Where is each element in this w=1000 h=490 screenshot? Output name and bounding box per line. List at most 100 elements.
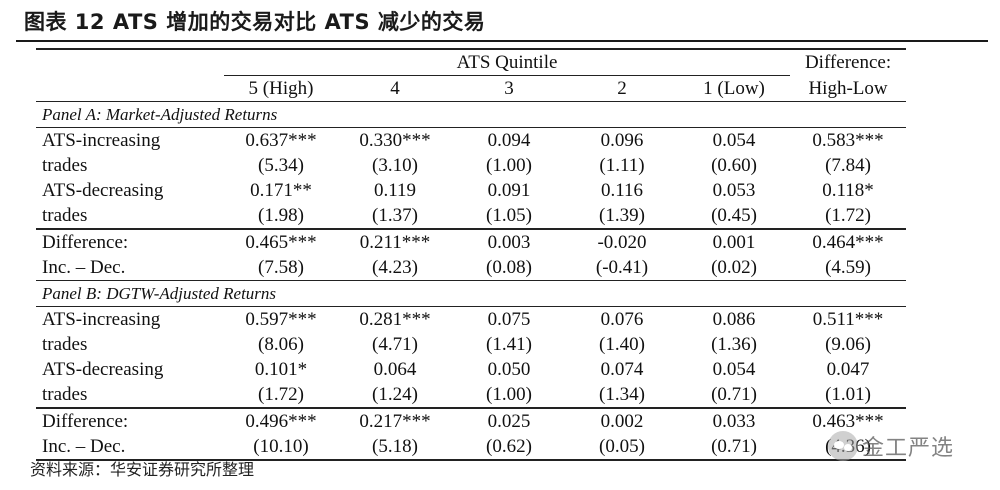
table-cell: (0.45)	[711, 205, 757, 226]
table-cell: -0.020	[566, 228, 678, 255]
table-cell: 0.054	[712, 130, 756, 151]
source-note: 资料来源：华安证券研究所整理	[30, 460, 255, 479]
panel-label-row: Panel A: Market-Adjusted Returns	[36, 101, 907, 128]
table-row: trades (1.72) (1.24) (1.00) (1.34) (0.71) (1.0…	[36, 382, 906, 408]
table-cell: (4.71)	[372, 334, 418, 355]
panel-label: Panel B: DGTW-Adjusted Returns	[36, 280, 907, 307]
table-cell: (3.10)	[372, 155, 418, 176]
table-row: Difference: 0.465*** 0.211*** 0.003 -0.020 0.…	[36, 228, 907, 255]
difference-header: Difference:	[790, 48, 907, 76]
row-label: trades	[42, 334, 88, 355]
table-cell: (0.02)	[678, 255, 791, 281]
row-label: ATS-decreasing	[42, 180, 164, 201]
row-label: Difference:	[36, 407, 224, 434]
table-cell: (0.71)	[711, 384, 757, 405]
table-cell: 0.074	[600, 359, 644, 380]
row-label: ATS-decreasing	[42, 359, 164, 380]
table-cell: (1.36)	[711, 334, 757, 355]
table-cell: (1.11)	[599, 155, 645, 176]
table-cell: (5.34)	[258, 155, 304, 176]
table-cell: (1.24)	[372, 384, 418, 405]
figure-title: 图表 12 ATS 增加的交易对比 ATS 减少的交易	[24, 10, 486, 34]
table-cell: 0.211***	[338, 228, 452, 255]
table-cell: 0.054	[712, 359, 756, 380]
table-cell: (10.10)	[224, 434, 338, 461]
table-cell: 0.464***	[790, 228, 907, 255]
table-cell: 0.094	[487, 130, 531, 151]
table-cell: 0.116	[600, 180, 644, 201]
table-cell: 0.064	[373, 359, 417, 380]
table-cell: 0.001	[678, 228, 791, 255]
table-cell: 0.217***	[338, 407, 452, 434]
table-cell: 0.119	[373, 180, 417, 201]
high-low-header: High-Low	[790, 75, 907, 102]
panel-label-row: Panel B: DGTW-Adjusted Returns	[36, 280, 907, 307]
table-cell: (1.72)	[825, 205, 871, 226]
table-cell: 0.096	[600, 130, 644, 151]
table-cell: 0.002	[566, 407, 678, 434]
table-cell: 0.583***	[812, 130, 884, 151]
table-cell: 0.033	[678, 407, 791, 434]
table-row: Difference: 0.496*** 0.217*** 0.025 0.002 0.0…	[36, 407, 907, 434]
table-cell: 0.075	[487, 309, 531, 330]
table-row: trades (1.98) (1.37) (1.05) (1.39) (0.45) (1.7…	[36, 203, 906, 229]
table-cell: (0.08)	[452, 255, 566, 281]
panel-label: Panel A: Market-Adjusted Returns	[36, 101, 907, 128]
row-label: trades	[42, 384, 88, 405]
table-cell: (0.62)	[452, 434, 566, 461]
quintile-header-3: 3	[452, 75, 566, 102]
table-cell: 0.463***	[790, 407, 907, 434]
quintile-header-5: 5 (High)	[224, 75, 338, 102]
table-cell: 0.496***	[224, 407, 338, 434]
table-cell: (7.84)	[825, 155, 871, 176]
table-cell: (1.01)	[825, 384, 871, 405]
table-cell: (1.05)	[486, 205, 532, 226]
table-cell: 0.047	[826, 359, 870, 380]
table-cell: 0.511***	[812, 309, 884, 330]
table-cell: 0.118*	[822, 180, 874, 201]
ats-quintile-table: ATS Quintile Difference: 5 (High) 4 3 2 …	[36, 48, 907, 461]
row-label: Inc. – Dec.	[36, 255, 224, 281]
table-row: ATS-decreasing 0.101* 0.064 0.050 0.074 0.054…	[36, 357, 906, 382]
table-row: ATS-decreasing 0.171** 0.119 0.091 0.116 0.05…	[36, 178, 906, 203]
header-row-2: 5 (High) 4 3 2 1 (Low) High-Low	[36, 75, 907, 102]
table-cell: 0.597***	[245, 309, 317, 330]
table-cell: 0.091	[487, 180, 531, 201]
table-cell: 0.101*	[254, 359, 308, 380]
quintile-header-4: 4	[338, 75, 452, 102]
table-cell: (1.00)	[486, 384, 532, 405]
table-cell: 0.025	[452, 407, 566, 434]
title-rule	[16, 40, 988, 42]
table-body: Panel A: Market-Adjusted Returns ATS-incr…	[36, 101, 907, 461]
watermark: 金工严选	[828, 426, 978, 466]
row-label: trades	[42, 205, 88, 226]
table-cell: 0.003	[452, 228, 566, 255]
table-cell: (1.72)	[258, 384, 304, 405]
row-label: ATS-increasing	[42, 130, 161, 151]
table-cell: (1.98)	[258, 205, 304, 226]
table-row: trades (5.34) (3.10) (1.00) (1.11) (0.60) (7.8…	[36, 153, 906, 178]
table-cell: (0.60)	[711, 155, 757, 176]
wechat-logo-icon	[828, 431, 858, 461]
table-cell: (-0.41)	[566, 255, 678, 281]
table-cell: 0.171**	[250, 180, 312, 201]
table-cell: (1.00)	[486, 155, 532, 176]
table-cell: 0.637***	[245, 130, 317, 151]
quintile-header-1: 1 (Low)	[678, 75, 791, 102]
row-label: Difference:	[36, 228, 224, 255]
table-row: Inc. – Dec. (7.58) (4.23) (0.08) (-0.41) (0.0…	[36, 255, 907, 281]
ats-quintile-header: ATS Quintile	[224, 48, 791, 76]
table-cell: (9.06)	[825, 334, 871, 355]
table-row: trades (8.06) (4.71) (1.41) (1.40) (1.36) (9.0…	[36, 332, 906, 357]
row-label: ATS-increasing	[42, 309, 161, 330]
table-cell: 0.053	[712, 180, 756, 201]
table-cell: (0.05)	[566, 434, 678, 461]
header-row-1: ATS Quintile Difference:	[36, 48, 907, 76]
table-cell: (1.34)	[599, 384, 645, 405]
table-cell: 0.281***	[359, 309, 431, 330]
table-cell: (8.06)	[258, 334, 304, 355]
quintile-header-2: 2	[566, 75, 678, 102]
table-row: ATS-increasing 0.597*** 0.281*** 0.075 0.076…	[36, 307, 906, 333]
table-cell: (4.59)	[790, 255, 907, 281]
table-cell: (7.58)	[224, 255, 338, 281]
